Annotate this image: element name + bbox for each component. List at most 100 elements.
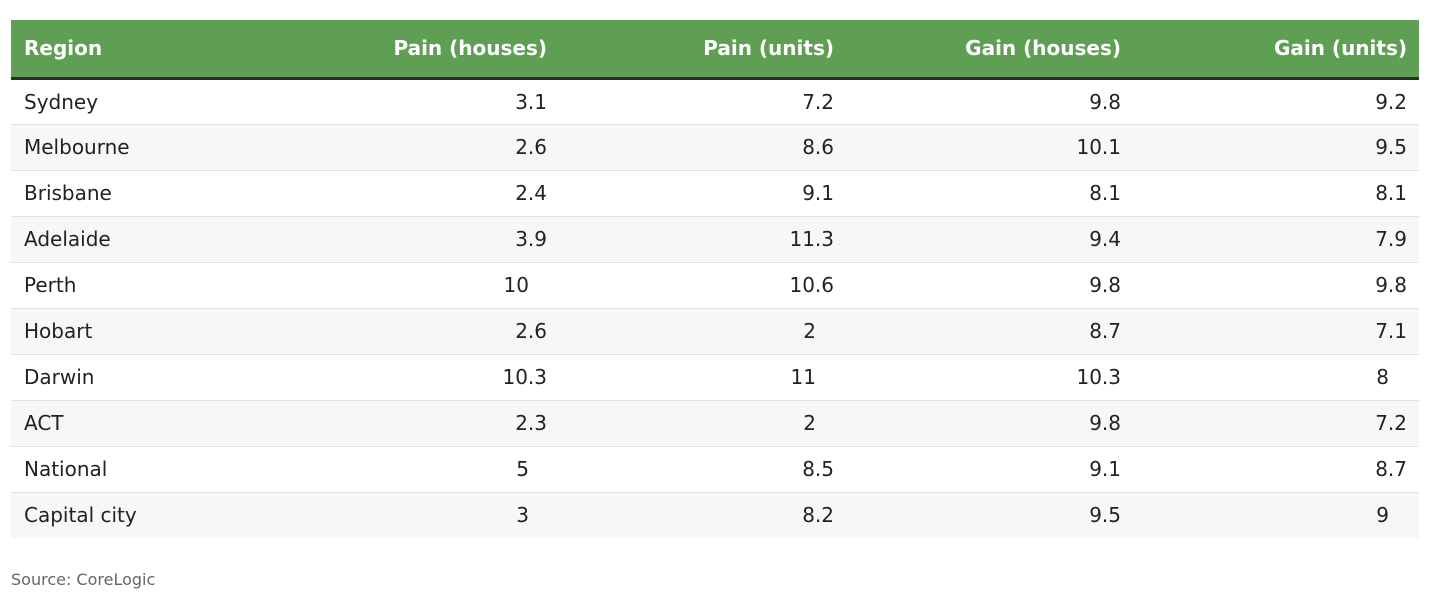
table-row: Adelaide 3.9 11.3 9.4 7.9 xyxy=(11,216,1419,263)
table-row: Brisbane 2.4 9.1 8.1 8.1 xyxy=(11,170,1419,217)
column-header-pain-units: Pain (units) xyxy=(559,20,846,80)
table-row: ACT 2.3 2 9.8 7.2 xyxy=(11,400,1419,447)
cell-value: 9.5 xyxy=(1089,503,1121,528)
cell-pain-units: 7.2 xyxy=(559,78,846,125)
cell-value: 9.5 xyxy=(1375,135,1407,159)
cell-gain-houses: 9.4 xyxy=(846,216,1133,263)
cell-gain-units: 7.1 xyxy=(1133,308,1419,355)
cell-region: Melbourne xyxy=(11,124,211,171)
cell-region: Hobart xyxy=(11,308,211,355)
cell-gain-houses: 9.8 xyxy=(846,262,1133,309)
cell-value: 8 xyxy=(1376,365,1389,389)
cell-gain-units: 8 xyxy=(1133,354,1419,401)
cell-pain-units: 8.5 xyxy=(559,446,846,493)
cell-pain-houses: 2.6 xyxy=(211,308,559,355)
cell-value: 10.3 xyxy=(1076,365,1121,389)
cell-pain-houses: 2.3 xyxy=(211,400,559,447)
cell-gain-units: 8.1 xyxy=(1133,170,1419,217)
cell-value: 2.6 xyxy=(515,319,547,343)
cell-value: 7.2 xyxy=(802,89,834,114)
cell-pain-units: 11.3 xyxy=(559,216,846,263)
cell-value: 3 xyxy=(516,503,529,528)
cell-value: 9.4 xyxy=(1089,227,1121,251)
table-row: National 5 8.5 9.1 8.7 xyxy=(11,446,1419,493)
cell-value: 7.9 xyxy=(1375,227,1407,251)
header-row: Region Pain (houses) Pain (units) Gain (… xyxy=(11,20,1419,80)
cell-value: 10.6 xyxy=(789,273,834,297)
cell-value: 9.1 xyxy=(802,181,834,205)
cell-value: 8.2 xyxy=(802,503,834,528)
cell-value: 2 xyxy=(803,411,816,435)
column-header-gain-houses: Gain (houses) xyxy=(846,20,1133,80)
cell-pain-houses: 10 xyxy=(211,262,559,309)
cell-gain-houses: 8.7 xyxy=(846,308,1133,355)
cell-value: 9.1 xyxy=(1089,457,1121,481)
cell-pain-units: 2 xyxy=(559,308,846,355)
cell-region: Brisbane xyxy=(11,170,211,217)
cell-pain-houses: 3.1 xyxy=(211,78,559,125)
cell-pain-houses: 2.4 xyxy=(211,170,559,217)
cell-gain-units: 9.8 xyxy=(1133,262,1419,309)
cell-value: 7.2 xyxy=(1375,411,1407,435)
source-note: Source: CoreLogic xyxy=(11,570,156,589)
table-row: Perth 10 10.6 9.8 9.8 xyxy=(11,262,1419,309)
cell-gain-houses: 10.1 xyxy=(846,124,1133,171)
cell-value: 3.9 xyxy=(515,227,547,251)
cell-pain-units: 2 xyxy=(559,400,846,447)
cell-gain-units: 7.2 xyxy=(1133,400,1419,447)
cell-region: Adelaide xyxy=(11,216,211,263)
cell-pain-houses: 10.3 xyxy=(211,354,559,401)
cell-gain-units: 9.5 xyxy=(1133,124,1419,171)
cell-value: 2.4 xyxy=(515,181,547,205)
cell-value: 8.1 xyxy=(1375,181,1407,205)
cell-value: 10 xyxy=(503,273,529,297)
cell-gain-units: 7.9 xyxy=(1133,216,1419,263)
cell-value: 9.8 xyxy=(1089,273,1121,297)
cell-value: 2.3 xyxy=(515,411,547,435)
cell-value: 2 xyxy=(803,319,816,343)
cell-value: 3.1 xyxy=(515,89,547,114)
data-table-container: Region Pain (houses) Pain (units) Gain (… xyxy=(11,20,1419,538)
cell-pain-houses: 3 xyxy=(211,492,559,538)
cell-region: Darwin xyxy=(11,354,211,401)
cell-pain-units: 9.1 xyxy=(559,170,846,217)
table-header: Region Pain (houses) Pain (units) Gain (… xyxy=(11,20,1419,80)
cell-pain-units: 8.6 xyxy=(559,124,846,171)
cell-gain-houses: 9.5 xyxy=(846,492,1133,538)
cell-value: 7.1 xyxy=(1375,319,1407,343)
table-row: Melbourne 2.6 8.6 10.1 9.5 xyxy=(11,124,1419,171)
cell-value: 10.3 xyxy=(502,365,547,389)
cell-value: 8.5 xyxy=(802,457,834,481)
column-header-gain-units: Gain (units) xyxy=(1133,20,1419,80)
table-row: Darwin 10.3 11 10.3 8 xyxy=(11,354,1419,401)
cell-region: Sydney xyxy=(11,78,211,125)
cell-pain-houses: 3.9 xyxy=(211,216,559,263)
cell-gain-units: 8.7 xyxy=(1133,446,1419,493)
cell-pain-houses: 5 xyxy=(211,446,559,493)
cell-region: Capital city xyxy=(24,503,137,528)
cell-value: 9.2 xyxy=(1375,89,1407,114)
table-row: Hobart 2.6 2 8.7 7.1 xyxy=(11,308,1419,355)
cell-gain-houses: 10.3 xyxy=(846,354,1133,401)
cell-value: 10.1 xyxy=(1076,135,1121,159)
cell-value: 11.3 xyxy=(789,227,834,251)
cell-pain-units: 10.6 xyxy=(559,262,846,309)
cell-gain-houses: 9.8 xyxy=(846,400,1133,447)
cell-pain-houses: 2.6 xyxy=(211,124,559,171)
cell-region: ACT xyxy=(11,400,211,447)
cell-value: 8.7 xyxy=(1375,457,1407,481)
cell-value: 9.8 xyxy=(1089,89,1121,114)
cell-gain-units: 9.2 xyxy=(1133,78,1419,125)
cell-region: National xyxy=(11,446,211,493)
table-row: Capital city 3 8.2 9.5 9 xyxy=(11,492,1419,538)
cell-value: 9.8 xyxy=(1375,273,1407,297)
column-header-region: Region xyxy=(11,20,211,80)
cell-value: 8.6 xyxy=(802,135,834,159)
cell-gain-houses: 8.1 xyxy=(846,170,1133,217)
cell-value: 8.7 xyxy=(1089,319,1121,343)
cell-pain-units: 11 xyxy=(559,354,846,401)
cell-gain-units: 9 xyxy=(1133,492,1419,538)
cell-pain-units: 8.2 xyxy=(559,492,846,538)
cell-value: 5 xyxy=(516,457,529,481)
column-header-pain-houses: Pain (houses) xyxy=(211,20,559,80)
